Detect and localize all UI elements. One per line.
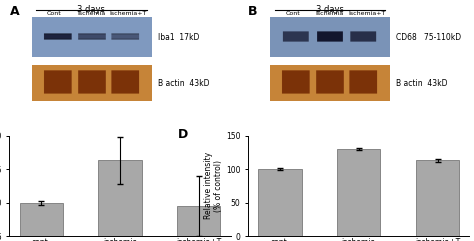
Text: Ischemia: Ischemia <box>77 11 105 16</box>
Y-axis label: Relative intensity
(% of control): Relative intensity (% of control) <box>204 152 223 220</box>
Text: D: D <box>177 127 188 141</box>
Text: A: A <box>9 5 19 18</box>
Text: B actin  43kD: B actin 43kD <box>396 79 448 88</box>
Text: Cont: Cont <box>47 11 62 16</box>
Text: Ischemia+T: Ischemia+T <box>109 11 147 16</box>
Text: CD68   75-110kD: CD68 75-110kD <box>396 33 462 41</box>
Bar <box>177 206 220 241</box>
Bar <box>416 161 459 236</box>
Text: Cont: Cont <box>286 11 301 16</box>
Text: B actin  43kD: B actin 43kD <box>157 79 209 88</box>
Bar <box>258 169 301 236</box>
Text: Ischemia: Ischemia <box>316 11 344 16</box>
Text: 3 days: 3 days <box>316 5 344 14</box>
Text: 3 days: 3 days <box>77 5 105 14</box>
Text: B: B <box>248 5 258 18</box>
Text: Iba1  17kD: Iba1 17kD <box>157 33 199 41</box>
Bar <box>337 149 381 236</box>
Bar <box>98 161 142 241</box>
Text: Ischemia+T: Ischemia+T <box>348 11 385 16</box>
Bar <box>19 203 63 241</box>
